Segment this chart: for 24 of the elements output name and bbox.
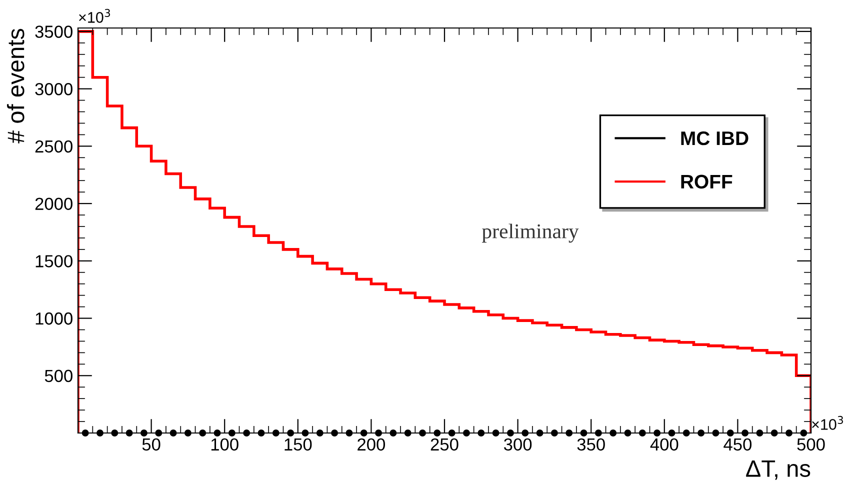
- y-tick-label: 500: [44, 370, 72, 382]
- x-tick-label: 500: [797, 438, 825, 451]
- x-tick-label: 100: [211, 438, 238, 451]
- text: ×10$^{3}$: [79, 8, 110, 23]
- y-tick-label: 1500: [36, 255, 72, 268]
- x-tick-label: 50: [142, 438, 160, 451]
- x-axis-title: ΔT, ns: [746, 460, 810, 480]
- legend-label: MC IBD: [681, 131, 748, 146]
- x-tick-label: 150: [284, 438, 312, 451]
- y-tick-label: 3000: [35, 82, 72, 96]
- x-tick-label: 300: [504, 438, 532, 451]
- x-tick-label: 350: [577, 438, 605, 451]
- x-tick-label: 250: [430, 438, 458, 451]
- annotation: preliminary: [482, 224, 579, 243]
- y-tick-label: 2000: [35, 198, 72, 210]
- x-tick-label: 200: [358, 438, 386, 451]
- legend-label: ROFF: [681, 174, 732, 189]
- y-tick-label: 1000: [36, 312, 72, 325]
- y-tick-label: 2500: [35, 140, 72, 153]
- x-tick-label: 400: [650, 438, 678, 451]
- y-tick-label: 3500: [35, 26, 72, 38]
- x-tick-label: 450: [724, 438, 752, 451]
- y-axis-title: # of events: [6, 28, 24, 144]
- text: ×10$^{3}$: [812, 416, 844, 430]
